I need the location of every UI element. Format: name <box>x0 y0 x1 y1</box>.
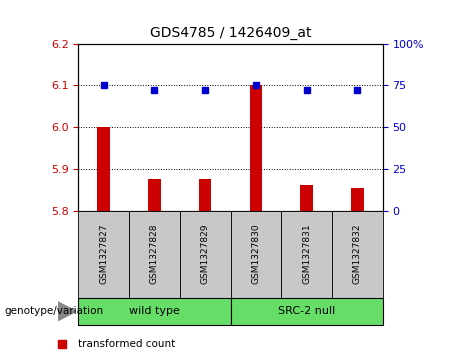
Text: GSM1327831: GSM1327831 <box>302 224 311 285</box>
Bar <box>78 211 129 298</box>
Bar <box>230 211 281 298</box>
Title: GDS4785 / 1426409_at: GDS4785 / 1426409_at <box>150 26 311 40</box>
Text: GSM1327830: GSM1327830 <box>251 224 260 285</box>
Bar <box>351 188 364 211</box>
Bar <box>199 179 212 211</box>
Polygon shape <box>58 302 76 321</box>
Bar <box>230 298 383 325</box>
Bar <box>332 211 383 298</box>
Text: GSM1327832: GSM1327832 <box>353 224 362 284</box>
Text: genotype/variation: genotype/variation <box>5 306 104 316</box>
Text: wild type: wild type <box>129 306 180 316</box>
Bar <box>300 185 313 211</box>
Text: GSM1327829: GSM1327829 <box>201 224 210 284</box>
Text: SRC-2 null: SRC-2 null <box>278 306 335 316</box>
Text: transformed count: transformed count <box>78 339 176 349</box>
Bar <box>148 179 161 211</box>
Bar <box>129 211 180 298</box>
Text: GSM1327827: GSM1327827 <box>99 224 108 284</box>
Bar <box>78 298 230 325</box>
Text: GSM1327828: GSM1327828 <box>150 224 159 284</box>
Bar <box>281 211 332 298</box>
Bar <box>180 211 230 298</box>
Bar <box>249 85 262 211</box>
Bar <box>97 127 110 211</box>
